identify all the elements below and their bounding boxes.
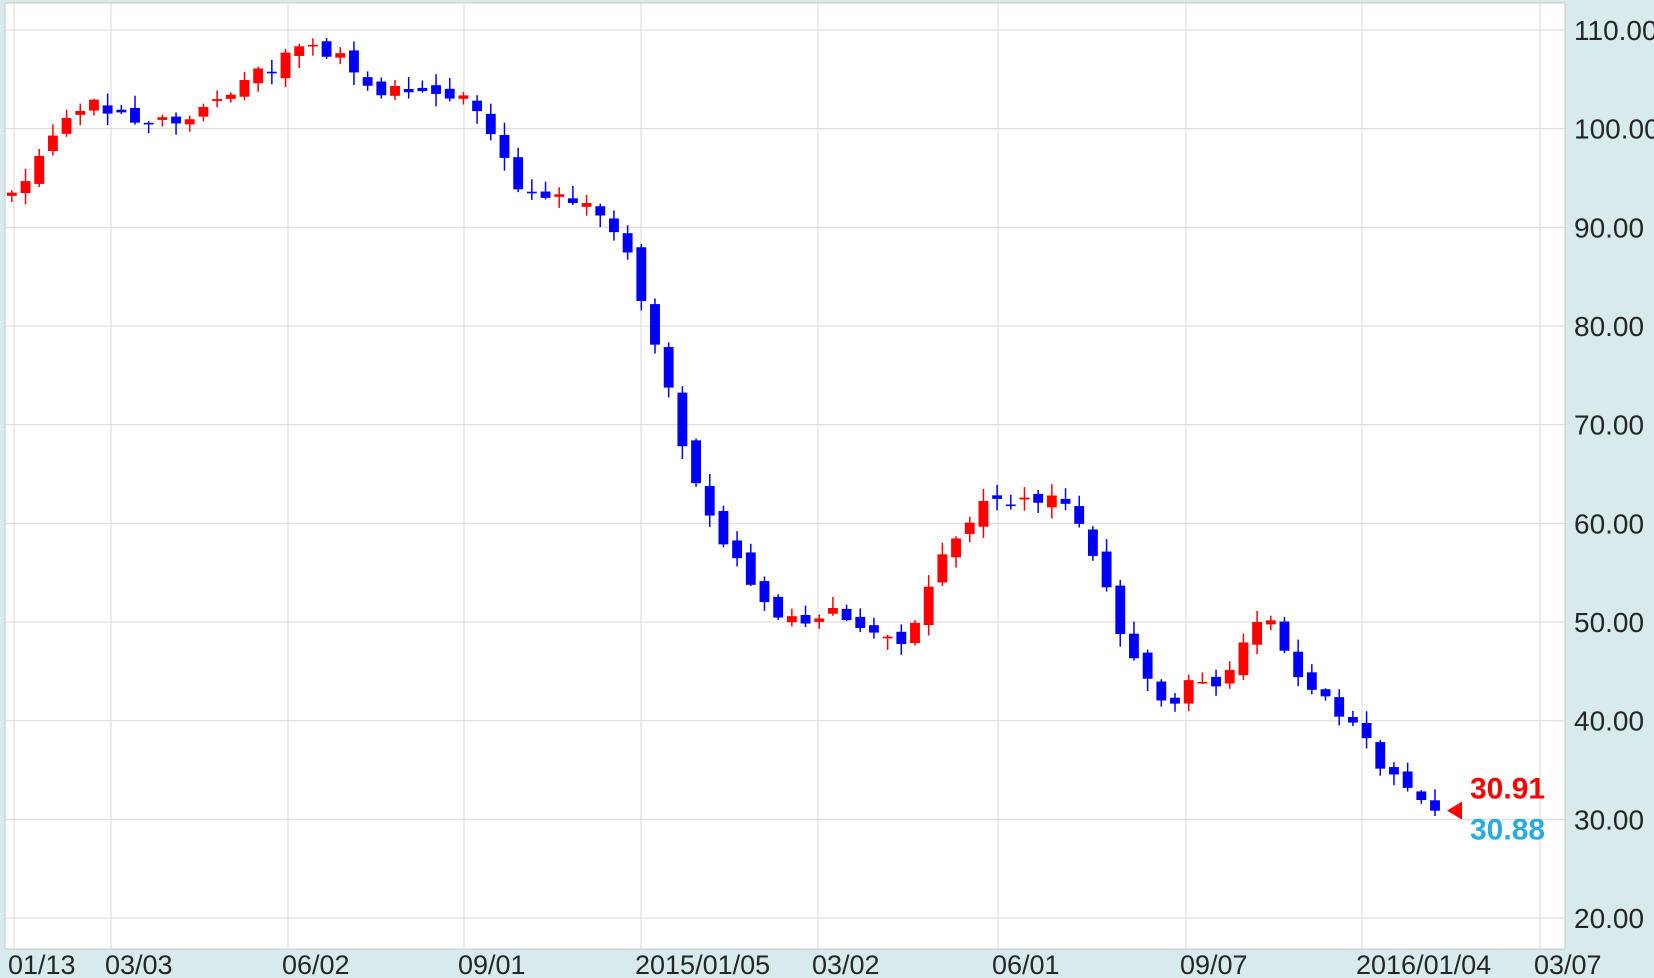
svg-text:40.00: 40.00 <box>1574 706 1644 737</box>
svg-text:20.00: 20.00 <box>1574 903 1644 934</box>
svg-text:90.00: 90.00 <box>1574 212 1644 243</box>
svg-text:50.00: 50.00 <box>1574 607 1644 638</box>
svg-text:2015/01/05: 2015/01/05 <box>635 950 770 978</box>
svg-text:70.00: 70.00 <box>1574 410 1644 441</box>
svg-text:60.00: 60.00 <box>1574 508 1644 539</box>
svg-text:09/01: 09/01 <box>458 950 526 978</box>
svg-text:80.00: 80.00 <box>1574 311 1644 342</box>
svg-text:30.88: 30.88 <box>1470 814 1545 847</box>
svg-text:09/07: 09/07 <box>1180 950 1248 978</box>
svg-text:03/02: 03/02 <box>812 950 880 978</box>
svg-text:03/03: 03/03 <box>105 950 173 978</box>
svg-text:100.00: 100.00 <box>1574 114 1654 145</box>
svg-text:110.00: 110.00 <box>1574 15 1654 46</box>
svg-text:30.91: 30.91 <box>1470 773 1545 806</box>
svg-text:06/02: 06/02 <box>282 950 350 978</box>
svg-text:01/13: 01/13 <box>8 950 76 978</box>
svg-text:30.00: 30.00 <box>1574 804 1644 835</box>
svg-text:03/07: 03/07 <box>1534 950 1602 978</box>
svg-text:2016/01/04: 2016/01/04 <box>1356 950 1491 978</box>
svg-text:06/01: 06/01 <box>992 950 1060 978</box>
